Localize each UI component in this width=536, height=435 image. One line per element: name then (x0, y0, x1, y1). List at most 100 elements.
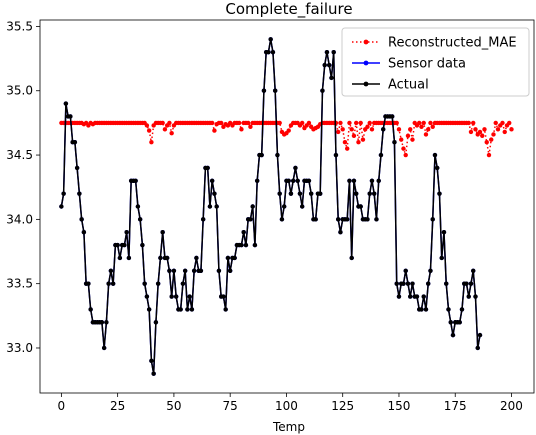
data-point (430, 124, 435, 129)
data-point (365, 124, 370, 129)
data-point (209, 120, 215, 126)
x-tick-label: 50 (166, 399, 181, 413)
data-point (394, 281, 399, 286)
data-point (86, 281, 91, 286)
data-point (295, 178, 300, 183)
x-tick-label: 175 (444, 399, 467, 413)
data-point (162, 127, 168, 132)
legend-marker (363, 39, 369, 45)
data-point (493, 120, 498, 126)
legend-entry: Sensor data (352, 57, 466, 72)
data-point (223, 307, 228, 312)
data-point (491, 132, 496, 137)
data-point (459, 307, 465, 312)
data-point (155, 281, 161, 286)
data-point (212, 191, 217, 196)
data-point (108, 268, 114, 274)
data-point (426, 127, 431, 132)
data-point (367, 191, 372, 196)
data-point (410, 281, 415, 286)
data-point (137, 217, 143, 222)
data-point (421, 120, 426, 126)
data-point (414, 294, 420, 299)
data-point (349, 127, 354, 132)
legend-label: Reconstructed_MAE (388, 36, 517, 51)
data-point (308, 191, 314, 196)
data-point (266, 49, 271, 55)
chart-title: Complete_failure (225, 0, 352, 19)
plot-area (59, 37, 514, 376)
data-point (378, 152, 384, 158)
data-point (160, 120, 165, 126)
data-point (327, 62, 332, 68)
data-point (500, 120, 505, 126)
legend-label: Actual (388, 78, 429, 93)
data-point (351, 178, 357, 183)
x-tick-label: 200 (500, 399, 523, 413)
data-point (218, 120, 224, 126)
data-point (324, 49, 330, 55)
data-point (401, 146, 406, 151)
data-point (277, 191, 282, 196)
data-point (444, 281, 449, 286)
legend-label: Sensor data (388, 57, 466, 72)
legend: Reconstructed_MAE Sensor data Actual (341, 27, 530, 97)
data-point (212, 128, 217, 133)
data-point (419, 307, 424, 312)
data-point (299, 204, 305, 209)
data-point (248, 124, 253, 129)
data-point (374, 217, 379, 222)
data-point (365, 217, 370, 222)
data-point (473, 127, 478, 132)
data-point (482, 127, 487, 132)
data-point (72, 139, 78, 145)
data-point (144, 123, 150, 128)
data-point (480, 133, 485, 138)
data-point (286, 128, 291, 133)
data-point (171, 268, 177, 274)
data-point (358, 120, 363, 126)
data-point (392, 139, 397, 145)
data-point (381, 127, 386, 132)
data-point (158, 255, 163, 261)
legend-box (341, 27, 530, 97)
data-point (189, 307, 195, 312)
data-point (405, 133, 411, 138)
data-point (115, 242, 120, 248)
data-point (268, 37, 273, 42)
data-point (79, 217, 84, 222)
data-point (182, 268, 188, 274)
data-point (349, 255, 354, 261)
data-point (471, 120, 476, 126)
data-point (110, 281, 116, 286)
data-point (345, 217, 350, 222)
data-point (88, 307, 93, 312)
data-point (450, 332, 456, 338)
x-tick-label: 125 (331, 399, 354, 413)
data-point (417, 120, 422, 126)
data-point (338, 230, 343, 235)
data-point (101, 345, 107, 351)
data-point (367, 120, 372, 126)
data-point (333, 152, 339, 158)
data-point (209, 178, 215, 183)
data-point (347, 178, 352, 183)
data-point (399, 137, 404, 142)
data-point (214, 204, 219, 209)
data-point (441, 230, 447, 235)
data-point (466, 294, 471, 299)
data-point (106, 281, 111, 286)
data-point (293, 165, 298, 171)
data-point (372, 191, 377, 196)
data-point (489, 137, 494, 142)
data-point (167, 120, 172, 126)
x-tick-label: 25 (110, 399, 125, 413)
data-point (369, 127, 375, 132)
data-point (477, 332, 483, 338)
y-tick-label: 33.0 (6, 341, 33, 355)
data-point (336, 217, 341, 222)
data-point (232, 255, 237, 261)
data-point (104, 320, 109, 325)
x-axis-label: Temp (272, 420, 305, 434)
